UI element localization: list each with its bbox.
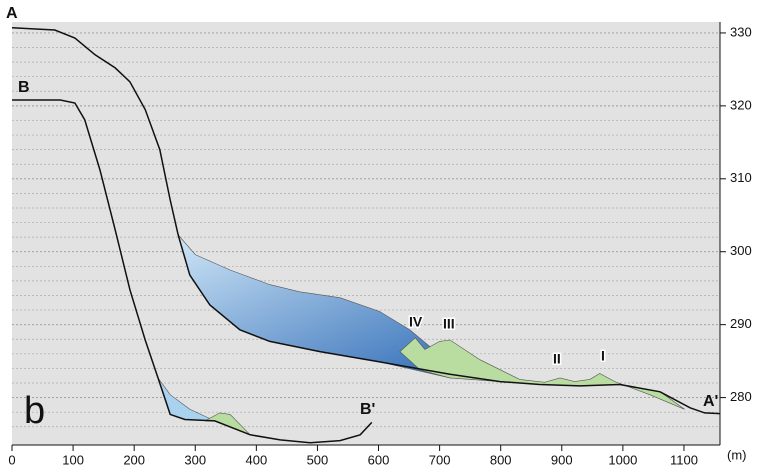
profile-line	[12, 99, 373, 444]
x-tick-label: 500	[307, 452, 329, 467]
y-tick-label: 300	[730, 243, 752, 258]
profile-start-label: A	[6, 5, 18, 22]
annotation: II	[553, 351, 561, 367]
y-tick-label: 330	[730, 24, 752, 39]
panel-label: b	[24, 390, 45, 432]
x-tick-label: 700	[429, 452, 451, 467]
y-tick-label: 310	[730, 170, 752, 185]
x-tick-label: 400	[245, 452, 267, 467]
profile-end-label: A'	[703, 393, 718, 410]
x-axis-unit: (m)	[727, 447, 747, 462]
annotation: IV	[409, 314, 423, 330]
x-tick-label: 800	[490, 452, 512, 467]
profile-start-label: B	[18, 79, 30, 96]
annotation: III	[443, 316, 455, 332]
y-tick-label: 320	[730, 97, 752, 112]
y-tick-label: 280	[730, 389, 752, 404]
y-tick-label: 290	[730, 316, 752, 331]
x-tick-label: 0	[8, 452, 15, 467]
x-tick-label: 1000	[608, 452, 637, 467]
x-tick-label: 1100	[670, 452, 698, 467]
x-tick-label: 200	[123, 452, 145, 467]
x-tick-label: 900	[551, 452, 573, 467]
annotation: I	[601, 348, 605, 364]
x-tick-label: 100	[62, 452, 84, 467]
profile-end-label: B'	[360, 401, 375, 418]
x-tick-label: 300	[184, 452, 206, 467]
profile-line	[11, 27, 721, 415]
x-tick-label: 600	[368, 452, 390, 467]
